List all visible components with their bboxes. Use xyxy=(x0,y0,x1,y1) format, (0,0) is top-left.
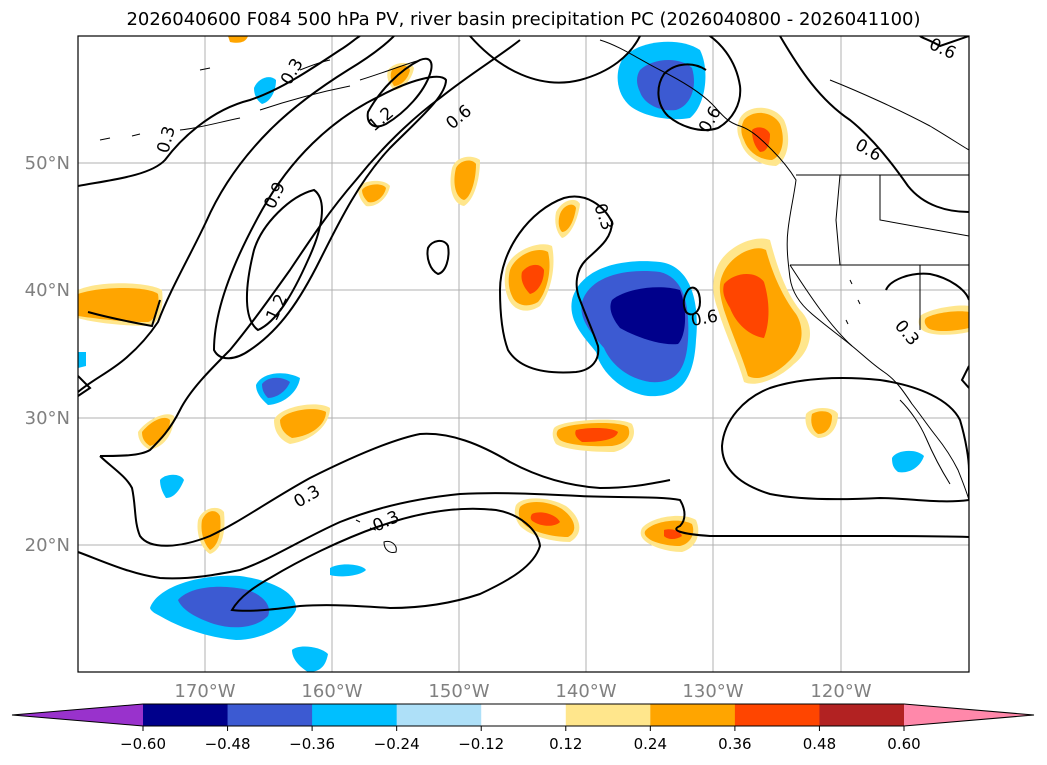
colorbar-bin xyxy=(143,704,229,726)
contour-label: 0.6 xyxy=(852,135,885,166)
colorbar-extend-max xyxy=(904,704,1034,726)
lat-tick: 20°N xyxy=(25,535,70,556)
colorbar-label: 0.60 xyxy=(887,735,920,753)
neg-anomaly-small-3 xyxy=(160,474,184,498)
colorbar-bin xyxy=(481,704,567,726)
colorbar-bin xyxy=(227,704,313,726)
colorbar-label: −0.60 xyxy=(120,735,166,753)
contour-label: 0.6 xyxy=(695,103,726,136)
lon-tick: 150°W xyxy=(428,681,489,702)
colorbar: −0.60 −0.48 −0.36 −0.24 −0.12 0.12 0.24 0.36 0.4… xyxy=(11,703,1035,753)
contour-label: 0.6 xyxy=(442,101,476,134)
map-panel: 0.3 0.3 1.2 0.6 0.6 0.9 1.2 0.3 0.6 0.6 … xyxy=(78,34,969,672)
contour-label: 0.9 xyxy=(260,179,290,212)
neg-anomaly-small-4 xyxy=(892,450,924,473)
colorbar-bin xyxy=(819,704,905,726)
gridlines xyxy=(78,36,969,672)
colorbar-label: 0.48 xyxy=(803,735,836,753)
colorbar-bin xyxy=(734,704,820,726)
contour-label: 0.6 xyxy=(926,34,959,64)
colorbar-label: −0.24 xyxy=(374,735,420,753)
lon-tick: 170°W xyxy=(174,681,235,702)
precip-shading xyxy=(78,36,969,672)
lon-tick: 160°W xyxy=(301,681,362,702)
contour-label: 0.3 xyxy=(589,201,617,233)
colorbar-bin xyxy=(396,704,482,726)
lat-tick: 30°N xyxy=(25,408,70,429)
colorbar-label: 0.36 xyxy=(718,735,751,753)
map-title: 2026040600 F084 500 hPa PV, river basin … xyxy=(126,9,921,30)
colorbar-bin xyxy=(565,704,651,726)
colorbar-label: 0.12 xyxy=(549,735,582,753)
colorbar-label: −0.36 xyxy=(289,735,335,753)
lat-tick: 50°N xyxy=(25,153,70,174)
neg-anomaly-small-5 xyxy=(292,646,328,672)
colorbar-label: 0.24 xyxy=(634,735,667,753)
coastlines xyxy=(99,39,969,553)
colorbar-label: −0.12 xyxy=(458,735,504,753)
contour-label: 1.2 xyxy=(262,291,292,324)
latitude-ticks: 50°N 40°N 30°N 20°N xyxy=(25,153,70,556)
lon-tick: 120°W xyxy=(810,681,871,702)
lat-tick: 40°N xyxy=(25,280,70,301)
colorbar-bin xyxy=(650,704,736,726)
contour-label: 0.3 xyxy=(890,316,923,350)
contour-label: 0.3 xyxy=(277,55,308,88)
contour-label: 0.3 xyxy=(154,124,180,155)
pv-contours xyxy=(78,36,969,612)
lon-tick: 140°W xyxy=(555,681,616,702)
colorbar-extend-min xyxy=(12,704,143,726)
map-frame xyxy=(77,35,970,673)
colorbar-label: −0.48 xyxy=(205,735,251,753)
contour-label: 0.6 xyxy=(689,307,719,331)
longitude-ticks: 170°W 160°W 150°W 140°W 130°W 120°W xyxy=(174,681,871,702)
contour-labels: 0.3 0.3 1.2 0.6 0.6 0.9 1.2 0.3 0.6 0.6 … xyxy=(154,34,959,537)
contour-label: 0.3 xyxy=(370,507,403,537)
lon-tick: 130°W xyxy=(682,681,743,702)
colorbar-bin xyxy=(312,704,398,726)
